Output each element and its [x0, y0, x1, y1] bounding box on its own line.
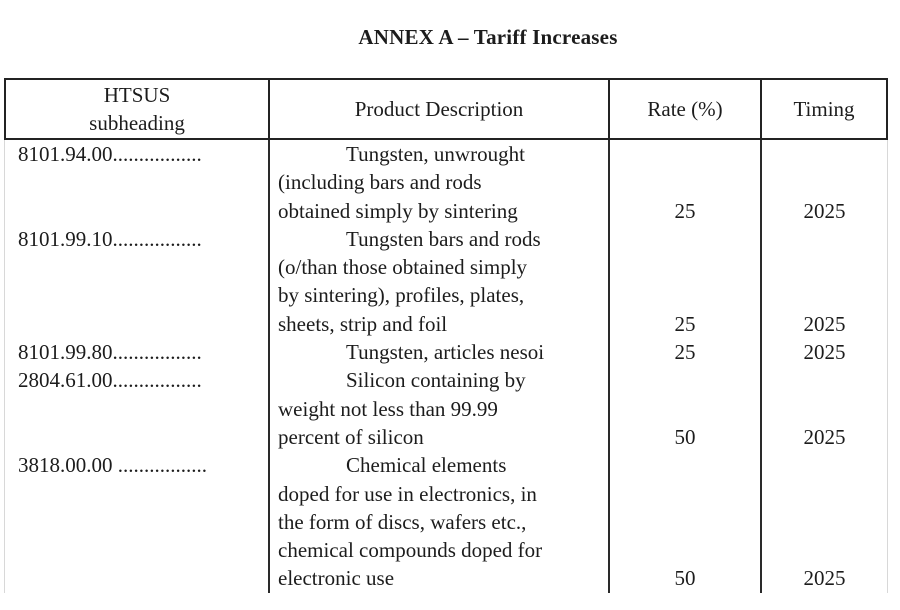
description-line: Silicon containing by [346, 368, 526, 393]
description-line: weight not less than 99.99 [278, 396, 498, 421]
product-description: Tungsten, unwrought (including bars and r… [270, 140, 610, 225]
description-line: Tungsten bars and rods [346, 226, 541, 251]
rate-value: 50 [610, 451, 762, 593]
table-row: 8101.99.80................. Tungsten, ar… [5, 338, 887, 367]
table-body: 8101.94.00................. Tungsten, un… [4, 140, 888, 593]
description-line: Tungsten, unwrought [346, 142, 525, 166]
tariff-table: HTSUS subheading Product Description Rat… [4, 78, 888, 593]
description-line: obtained simply by sintering [278, 198, 518, 223]
description-line: electronic use [278, 566, 395, 591]
timing-value: 2025 [803, 340, 846, 365]
product-description: Chemical elements doped for use in electr… [270, 451, 610, 593]
description-line: Tungsten, articles nesoi [346, 340, 545, 365]
description-line: percent of silicon [278, 424, 424, 449]
htsus-code: 2804.61.00................. [5, 366, 270, 452]
rate-value: 25 [610, 140, 762, 225]
table-row: 2804.61.00................. Silicon cont… [5, 366, 887, 452]
description-line: by sintering), profiles, plates, [278, 283, 525, 308]
description-line: Chemical elements [346, 453, 507, 478]
rate-value: 50 [610, 366, 762, 452]
table-row: 8101.99.10................. Tungsten bar… [5, 224, 887, 339]
header-timing: Timing [793, 97, 855, 121]
product-description: Tungsten bars and rods (o/than those obta… [270, 224, 610, 339]
product-description: Silicon containing by weight not less tha… [270, 366, 610, 452]
description-line: doped for use in electronics, in [278, 481, 537, 506]
table-header: HTSUS subheading Product Description Rat… [4, 78, 888, 140]
header-htsus-subheading: HTSUS subheading [6, 80, 270, 138]
page-title: ANNEX A – Tariff Increases [358, 25, 618, 49]
header-product-description: Product Description [270, 80, 610, 138]
header-htsus-line1: HTSUS [103, 83, 171, 107]
htsus-code: 3818.00.00 ................. [5, 451, 270, 593]
description-line: chemical compounds doped for [278, 538, 543, 563]
description-line: sheets, strip and foil [278, 311, 448, 336]
htsus-code: 8101.94.00................. [5, 140, 270, 225]
description-line: the form of discs, wafers etc., [278, 509, 527, 534]
header-htsus-line2: subheading [89, 111, 185, 135]
htsus-code: 8101.99.10................. [5, 224, 270, 339]
product-description: Tungsten, articles nesoi [270, 338, 610, 367]
timing-value: 2025 [803, 566, 846, 591]
timing-value: 2025 [803, 424, 846, 449]
rate-value: 25 [610, 224, 762, 339]
table-row: 3818.00.00 ................. Chemical el… [5, 451, 887, 593]
description-line: (including bars and rods [278, 170, 482, 195]
timing-value: 2025 [803, 311, 846, 336]
timing-value: 2025 [803, 198, 846, 223]
rate-value: 25 [610, 338, 762, 367]
description-line: (o/than those obtained simply [278, 255, 528, 280]
header-rate: Rate (%) [610, 80, 762, 138]
htsus-code: 8101.99.80................. [5, 338, 270, 367]
table-row: 8101.94.00................. Tungsten, un… [5, 140, 887, 225]
